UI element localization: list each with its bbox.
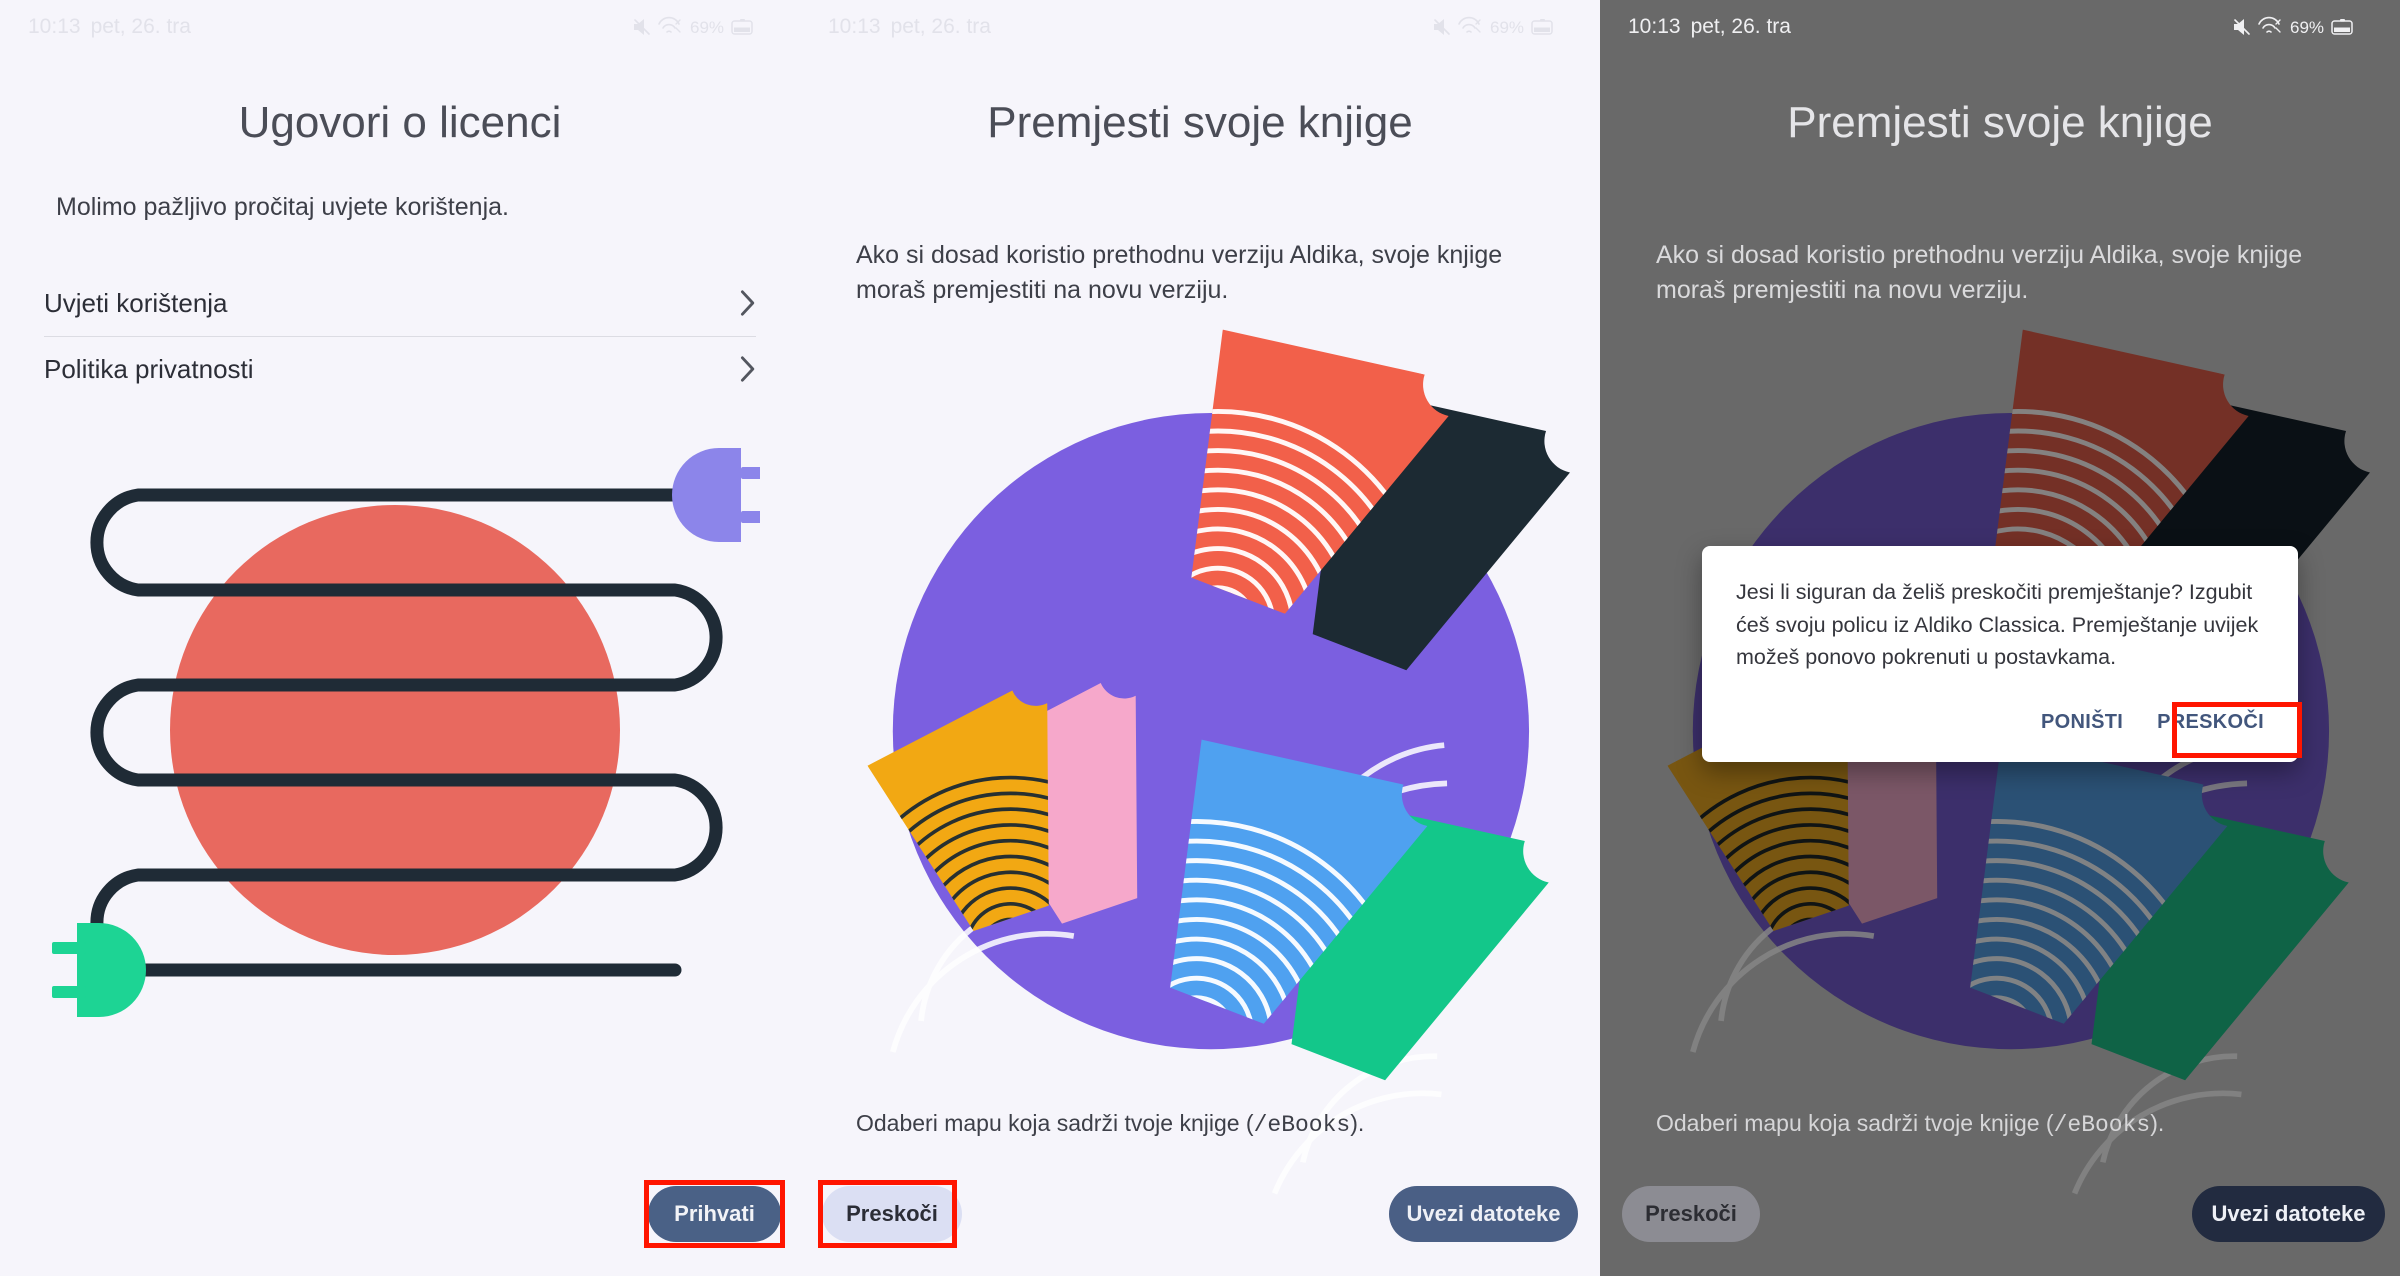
svg-text:69%: 69%: [2290, 18, 2324, 37]
svg-text:69%: 69%: [1490, 18, 1524, 37]
svg-text:69%: 69%: [690, 18, 724, 37]
